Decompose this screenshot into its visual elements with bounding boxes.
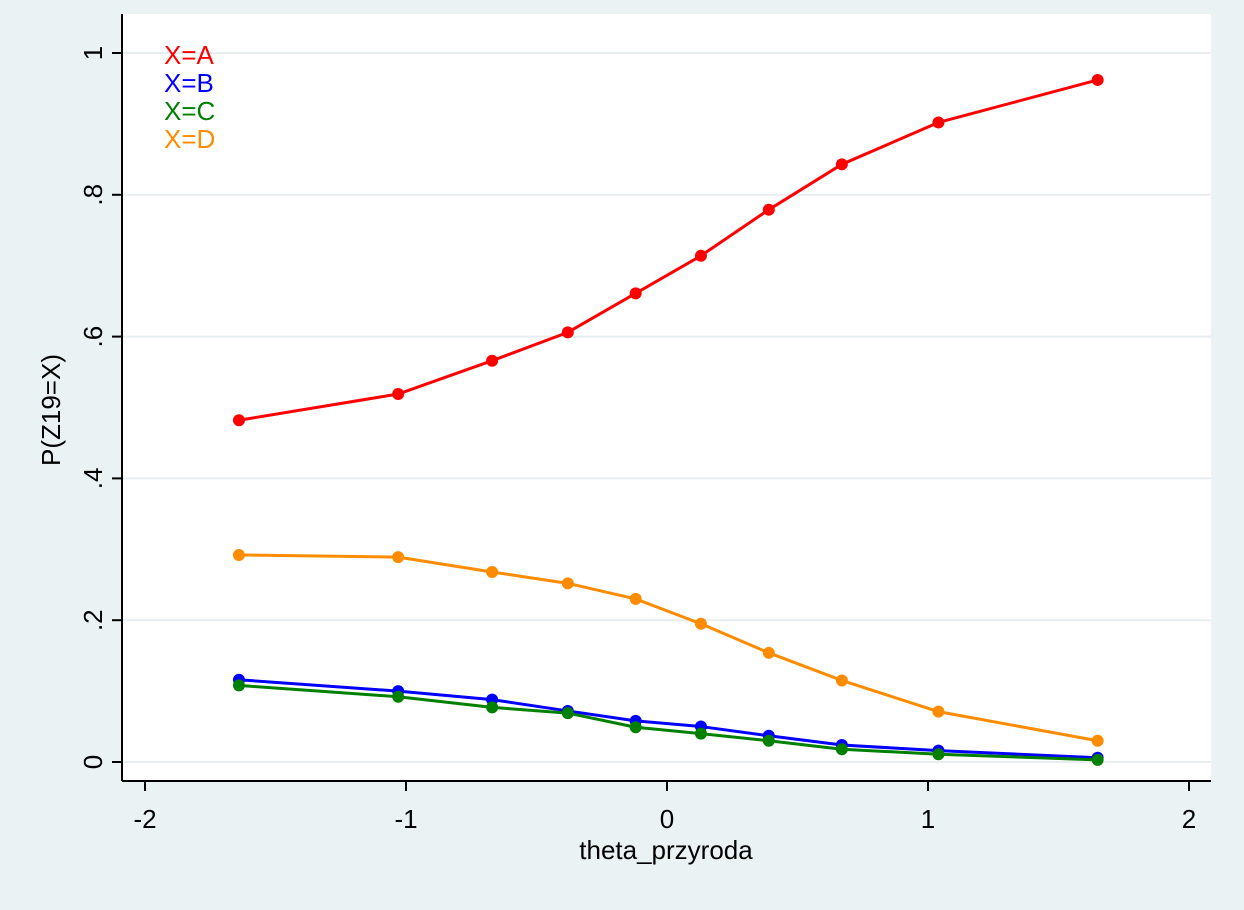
data-point: [561, 326, 574, 339]
y-tick-label: .8: [78, 184, 108, 206]
y-tick-label: .4: [78, 468, 108, 490]
data-point: [392, 388, 405, 401]
data-point: [1091, 73, 1104, 86]
data-point: [932, 705, 945, 718]
data-point: [835, 674, 848, 687]
x-tick-label: -1: [394, 804, 417, 834]
data-point: [392, 551, 405, 564]
series-line: [238, 78, 1099, 422]
data-point: [232, 548, 245, 561]
data-point: [762, 734, 775, 747]
legend-entry: X=D: [164, 124, 215, 154]
x-tick-label: 1: [921, 804, 935, 834]
data-point: [932, 116, 945, 129]
y-axis-ticks: 0 .2 .4 .6 .8 1: [78, 46, 122, 769]
y-axis-label: P(Z19=X): [36, 354, 66, 466]
data-point: [232, 414, 245, 427]
data-point: [694, 617, 707, 630]
data-point: [835, 158, 848, 171]
legend: X=AX=BX=CX=D: [164, 40, 215, 154]
data-point: [835, 743, 848, 756]
data-point: [486, 565, 499, 578]
x-tick-label: -2: [133, 804, 156, 834]
series-line: [238, 678, 1098, 760]
legend-entry: X=A: [164, 40, 215, 70]
y-tick-label: .2: [78, 609, 108, 631]
series-lines: [232, 73, 1104, 766]
series-X=D: [232, 548, 1104, 747]
grid-lines: [122, 52, 1211, 763]
legend-entry: X=C: [164, 96, 215, 126]
data-point: [932, 748, 945, 761]
data-point: [762, 203, 775, 216]
data-point: [694, 727, 707, 740]
data-point: [561, 707, 574, 720]
data-point: [629, 721, 642, 734]
data-point: [561, 577, 574, 590]
legend-entry: X=B: [164, 68, 214, 98]
data-point: [629, 287, 642, 300]
data-point: [486, 354, 499, 367]
x-tick-label: 2: [1182, 804, 1196, 834]
y-tick-label: 1: [78, 46, 108, 60]
data-point: [232, 679, 245, 692]
series-X=C: [232, 679, 1104, 766]
data-point: [762, 646, 775, 659]
data-point: [629, 592, 642, 605]
y-tick-label: 0: [78, 755, 108, 769]
data-point: [1091, 753, 1104, 766]
y-tick-label: .6: [78, 326, 108, 348]
plot-area: [122, 14, 1211, 781]
data-point: [392, 690, 405, 703]
data-point: [486, 701, 499, 714]
x-axis-label: theta_przyroda: [579, 835, 753, 865]
data-point: [694, 249, 707, 262]
series-line: [238, 553, 1098, 743]
data-point: [1091, 734, 1104, 747]
x-axis-ticks: -2 -1 0 1 2: [133, 781, 1196, 834]
x-tick-label: 0: [660, 804, 674, 834]
series-line: [238, 683, 1098, 762]
series-X=A: [232, 73, 1104, 427]
